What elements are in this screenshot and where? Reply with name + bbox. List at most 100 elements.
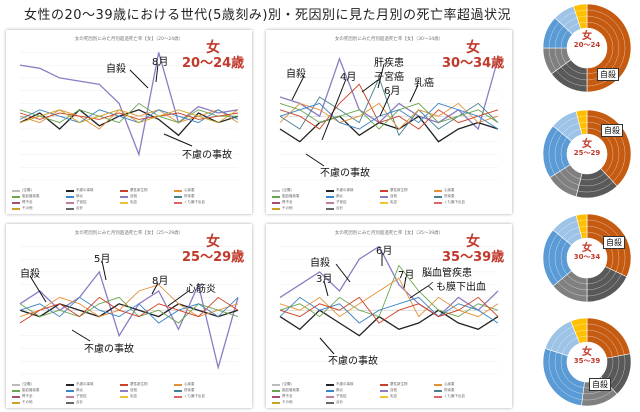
annotation-liver: 肝疾患: [374, 58, 404, 69]
legend-label: 腎不全: [22, 394, 33, 398]
donut-30-34: 女 30〜34 自殺: [541, 212, 633, 304]
legend-swatch: [326, 207, 334, 210]
donut-age: 35〜39: [573, 357, 601, 365]
legend-swatch: [434, 389, 442, 392]
line-chart-35-39: [279, 245, 499, 375]
legend-item: 子宮癌: [326, 394, 376, 399]
legend-item: 合計: [326, 400, 376, 405]
legend-label: 自殺: [130, 388, 137, 392]
donut-ring: [560, 127, 614, 181]
annotation-myocarditis: 心筋炎: [186, 284, 216, 295]
legend-item: (空欄): [272, 382, 322, 387]
legend-item: 乳癌: [380, 200, 430, 205]
legend-swatch: [66, 195, 74, 198]
legend-label: くも膜下出血: [444, 200, 465, 204]
legend-swatch: [66, 207, 74, 210]
legend-label: 子宮癌: [336, 200, 347, 204]
donut-center-label: 女 30〜34: [567, 244, 607, 262]
legend-label: 脳血管疾患: [282, 194, 300, 198]
legend-swatch: [272, 189, 280, 192]
chart-legend: (空欄) 不慮の事故 悪性新生物 心疾患 脳血管疾患 肺炎 自殺 肝疾患 腎不全 子宮癌 乳癌 くも膜…: [12, 382, 246, 405]
legend-item: 乳癌: [380, 394, 430, 399]
donut-chart: [542, 213, 632, 303]
annotation-suicide: 自殺: [106, 64, 126, 75]
annotation-breast: 乳癌: [414, 78, 434, 89]
legend-item: 不慮の事故: [66, 382, 116, 387]
legend-swatch: [120, 395, 128, 398]
legend-label: その他: [282, 400, 293, 404]
annotation-month: 8月: [152, 57, 169, 68]
legend-swatch: [12, 401, 20, 404]
legend-label: くも膜下出血: [184, 200, 205, 204]
annotation-suicide: 自殺: [286, 69, 306, 80]
legend-swatch: [174, 383, 182, 386]
legend-item: 腎不全: [12, 200, 62, 205]
donut-center-label: 女 20〜24: [567, 32, 607, 50]
donut-chart: [542, 109, 632, 199]
series-line: [19, 102, 238, 124]
legend-label: 子宮癌: [76, 394, 87, 398]
legend-item: 心疾患: [174, 188, 224, 193]
legend-label: 心疾患: [184, 188, 195, 192]
legend-label: 合計: [76, 206, 83, 210]
legend-item: くも膜下出血: [174, 394, 224, 399]
legend-swatch: [12, 201, 20, 204]
legend-swatch: [326, 189, 334, 192]
annotation-uterine: 子宮癌: [374, 72, 404, 83]
legend-item: 脳血管疾患: [12, 194, 62, 199]
line-chart-30-34: [279, 52, 499, 181]
annotation-subarachnoid: くも膜下出血: [426, 282, 486, 293]
legend-label: 心疾患: [444, 382, 455, 386]
legend-swatch: [12, 195, 20, 198]
series-line: [279, 296, 499, 324]
legend-label: 心疾患: [444, 188, 455, 192]
donut-group: 女: [582, 139, 592, 150]
legend-item: 悪性新生物: [380, 188, 430, 193]
legend-item: 合計: [66, 400, 116, 405]
legend-swatch: [272, 383, 280, 386]
legend-item: 自殺: [380, 388, 430, 393]
annotation-suicide: 自殺: [310, 258, 330, 269]
legend-item: (空欄): [272, 188, 322, 193]
donut-hole: [568, 239, 606, 277]
legend-label: 子宮癌: [336, 394, 347, 398]
donut-ring: [560, 21, 614, 75]
legend-item: 脳血管疾患: [12, 388, 62, 393]
legend-swatch: [326, 201, 334, 204]
legend-label: 不慮の事故: [76, 188, 94, 192]
chart-title: 女の死因別にみた月別超過死亡率【女】（25〜29歳）: [74, 231, 184, 236]
donut-ring: [548, 323, 626, 401]
legend-label: 合計: [76, 400, 83, 404]
legend-label: 腎不全: [22, 200, 33, 204]
legend-item: 腎不全: [12, 394, 62, 399]
donut-tag: 自殺: [601, 124, 623, 137]
series-line: [279, 115, 499, 143]
donut-group: 女: [582, 31, 592, 42]
legend-item: 肝疾患: [434, 388, 484, 393]
series-line: [279, 102, 499, 130]
donut-ring: [554, 121, 620, 187]
legend-label: くも膜下出血: [184, 394, 205, 398]
series-line: [19, 109, 239, 124]
donut-center-label: 女 35〜39: [567, 348, 607, 366]
donut-ring: [560, 335, 614, 389]
age-label: 20〜24歳: [182, 56, 245, 71]
legend-swatch: [380, 389, 388, 392]
donut-group: 女: [582, 243, 592, 254]
legend-swatch: [12, 189, 20, 192]
legend-label: (空欄): [282, 188, 292, 192]
legend-swatch: [120, 201, 128, 204]
series-line: [19, 52, 239, 157]
annotation-accident: 不慮の事故: [84, 344, 134, 355]
legend-label: 自殺: [390, 388, 397, 392]
legend-label: (空欄): [22, 188, 32, 192]
legend-label: 不慮の事故: [336, 382, 354, 386]
donut-ring: [548, 115, 626, 193]
donut-ring: [554, 15, 620, 81]
donut-age: 30〜34: [573, 253, 601, 261]
legend-swatch: [434, 383, 442, 386]
legend-item: 不慮の事故: [66, 188, 116, 193]
legend-label: (空欄): [282, 382, 292, 386]
chart-big-label: 女 25〜29歳: [182, 234, 244, 266]
legend-label: 自殺: [130, 194, 137, 198]
